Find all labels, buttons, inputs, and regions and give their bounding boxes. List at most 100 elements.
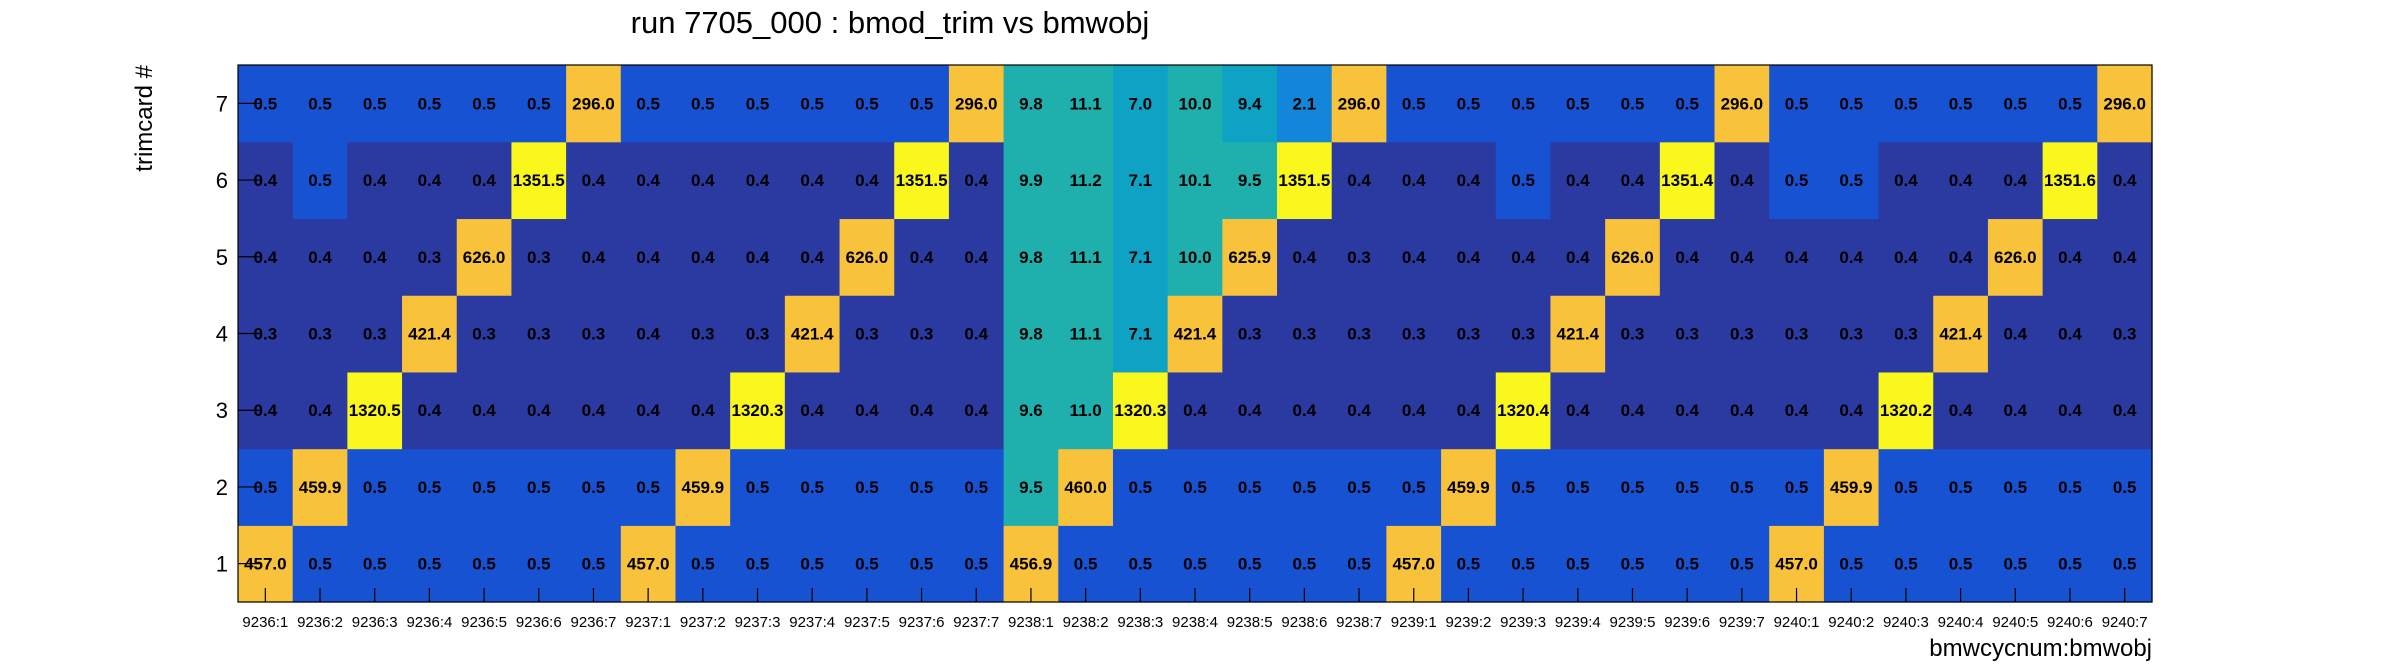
cell-value-label: 1351.5	[1278, 171, 1330, 190]
heatmap-cell	[1987, 448, 2044, 526]
cell-value-label: 0.4	[254, 401, 278, 420]
chart-title: run 7705_000 : bmod_trim vs bmwobj	[631, 5, 1150, 40]
cell-value-label: 296.0	[1338, 94, 1381, 113]
heatmap-cell	[948, 371, 1005, 450]
heatmap-cell	[730, 141, 786, 220]
x-tick-label: 9236:6	[516, 614, 562, 631]
cell-value-label: 9.8	[1019, 248, 1043, 267]
cell-value-label: 0.4	[1238, 401, 1262, 420]
cell-value-label: 0.5	[527, 94, 551, 113]
cell-value-label: 0.4	[418, 401, 442, 420]
cell-value-label: 0.4	[636, 248, 660, 267]
cell-value-label: 0.3	[254, 325, 278, 344]
x-tick-label: 9237:4	[789, 614, 835, 631]
heatmap-cell	[1495, 218, 1552, 296]
cell-value-label: 421.4	[1939, 325, 1982, 344]
cell-value-label: 0.4	[964, 401, 988, 420]
cell-value-label: 0.5	[1675, 555, 1699, 574]
cell-value-label: 0.5	[1347, 478, 1371, 497]
cell-value-label: 0.5	[1402, 94, 1426, 113]
cell-value-label: 0.5	[1511, 555, 1535, 574]
heatmap-cell	[675, 295, 731, 373]
heatmap-cell	[948, 295, 1005, 373]
x-tick-label: 9237:7	[953, 614, 999, 631]
cell-value-label: 0.5	[1675, 478, 1699, 497]
heatmap-cell	[1878, 295, 1934, 373]
heatmap-cell	[730, 371, 786, 450]
heatmap-cell	[675, 371, 731, 450]
cell-value-label: 0.5	[1238, 555, 1262, 574]
heatmap-cell	[456, 218, 513, 296]
heatmap-cell	[1878, 141, 1934, 220]
heatmap-cell	[1386, 65, 1442, 143]
heatmap-cell	[1933, 65, 1989, 143]
cell-value-label: 0.5	[1785, 94, 1809, 113]
cell-value-label: 421.4	[1174, 325, 1217, 344]
cell-value-label: 0.4	[1785, 248, 1809, 267]
cell-value-label: 0.5	[1839, 171, 1863, 190]
cell-value-label: 0.5	[691, 94, 715, 113]
heatmap-cell	[1386, 218, 1442, 296]
cell-value-label: 626.0	[463, 248, 506, 267]
cell-value-label: 11.0	[1070, 401, 1102, 420]
cell-value-label: 0.4	[1347, 171, 1371, 190]
heatmap-cell	[1003, 141, 1059, 220]
cell-value-label: 0.4	[2003, 171, 2027, 190]
heatmap-cell	[1933, 218, 1989, 296]
cell-value-label: 0.5	[1839, 94, 1863, 113]
cell-value-label: 0.5	[2058, 555, 2082, 574]
heatmap-cell	[1987, 371, 2044, 450]
heatmap-cell	[402, 218, 458, 296]
heatmap-cell	[1933, 141, 1989, 220]
cell-value-label: 0.3	[363, 325, 387, 344]
cell-value-label: 0.5	[1894, 94, 1918, 113]
cell-value-label: 0.5	[418, 94, 442, 113]
heatmap-cell	[839, 218, 895, 296]
heatmap-cell	[1222, 371, 1278, 450]
heatmap-cell	[839, 141, 895, 220]
cell-value-label: 296.0	[2103, 94, 2146, 113]
heatmap-cell	[1058, 65, 1114, 143]
cell-value-label: 7.1	[1128, 248, 1152, 267]
cell-value-label: 0.5	[1183, 478, 1207, 497]
heatmap-cell	[1769, 65, 1825, 143]
cell-value-label: 0.4	[2113, 248, 2137, 267]
cell-value-label: 11.1	[1070, 325, 1102, 344]
cell-value-label: 0.5	[472, 478, 496, 497]
cell-value-label: 0.4	[746, 248, 770, 267]
heatmap-cell	[1659, 295, 1716, 373]
heatmap-cell	[1331, 65, 1387, 143]
heatmap-cell	[730, 295, 786, 373]
cell-value-label: 0.5	[582, 555, 606, 574]
cell-value-label: 10.1	[1178, 171, 1211, 190]
cell-value-label: 0.4	[1566, 401, 1590, 420]
cell-value-label: 0.3	[2113, 325, 2137, 344]
heatmap-cell	[948, 448, 1005, 526]
heatmap-cell	[566, 295, 622, 373]
heatmap-cell	[511, 141, 567, 220]
heatmap-cell	[620, 65, 677, 143]
cell-value-label: 0.5	[800, 555, 824, 574]
cell-value-label: 0.4	[2113, 171, 2137, 190]
cell-value-label: 1351.4	[1661, 171, 1714, 190]
y-tick-label: 4	[216, 322, 228, 347]
cell-value-label: 0.4	[2003, 325, 2027, 344]
cell-value-label: 0.5	[1730, 555, 1754, 574]
cell-value-label: 0.3	[308, 325, 332, 344]
x-tick-label: 9239:6	[1664, 614, 1710, 631]
heatmap-cell	[730, 65, 786, 143]
heatmap-cell	[292, 448, 348, 526]
cell-value-label: 9.5	[1238, 171, 1262, 190]
cell-value-label: 0.4	[582, 248, 606, 267]
cell-value-label: 9.8	[1019, 325, 1043, 344]
cell-value-label: 296.0	[955, 94, 998, 113]
heatmap-cell	[839, 448, 895, 526]
heatmap-cell	[1550, 448, 1606, 526]
heatmap-cell	[1277, 295, 1333, 373]
heatmap-cell	[1222, 141, 1278, 220]
heatmap-cell	[2042, 295, 2098, 373]
x-tick-label: 9239:5	[1610, 614, 1656, 631]
heatmap-cell	[1058, 218, 1114, 296]
cell-value-label: 11.2	[1070, 171, 1102, 190]
